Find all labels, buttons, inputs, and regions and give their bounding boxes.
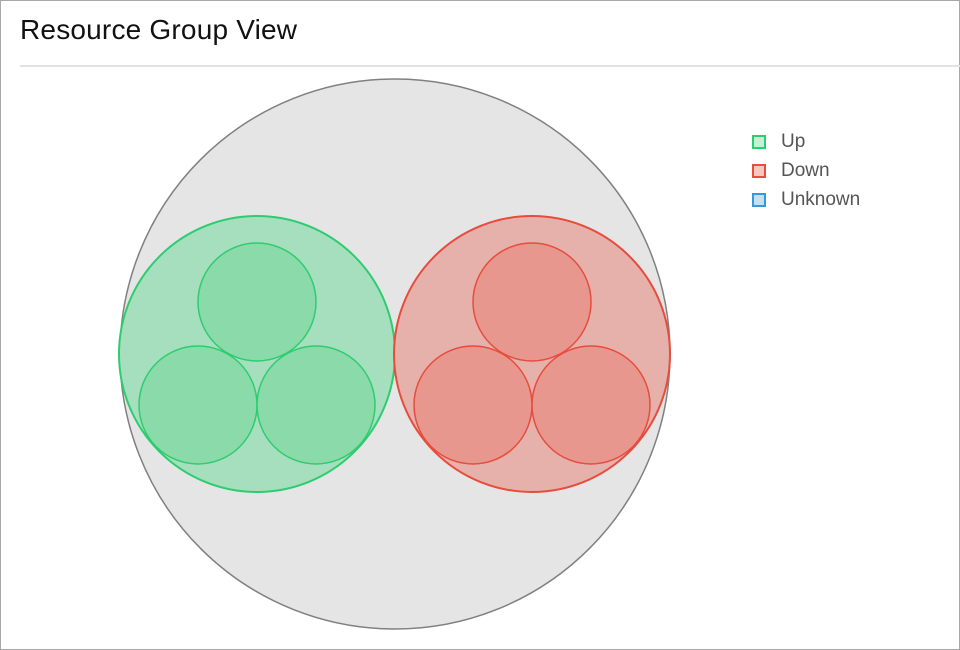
resource-down-circle[interactable]: [472, 242, 592, 362]
legend-label: Unknown: [781, 188, 861, 210]
legend-swatch-up: [752, 134, 766, 149]
legend-item-up[interactable]: Up: [752, 122, 860, 161]
legend-swatch-down: [752, 163, 766, 178]
resource-down-circle[interactable]: [413, 345, 533, 465]
legend: Up Down Unknown: [752, 122, 860, 219]
legend-item-unknown[interactable]: Unknown: [752, 180, 860, 219]
resource-down-circle[interactable]: [531, 345, 651, 465]
resource-up-circle[interactable]: [138, 345, 258, 465]
resource-up-circle[interactable]: [256, 345, 376, 465]
page-title: Resource Group View: [20, 14, 298, 45]
divider: [20, 65, 960, 67]
legend-label: Down: [781, 159, 830, 181]
legend-item-down[interactable]: Down: [752, 151, 860, 190]
resource-up-circle[interactable]: [197, 242, 317, 362]
legend-swatch-unknown: [752, 192, 766, 207]
legend-label: Up: [781, 130, 806, 152]
